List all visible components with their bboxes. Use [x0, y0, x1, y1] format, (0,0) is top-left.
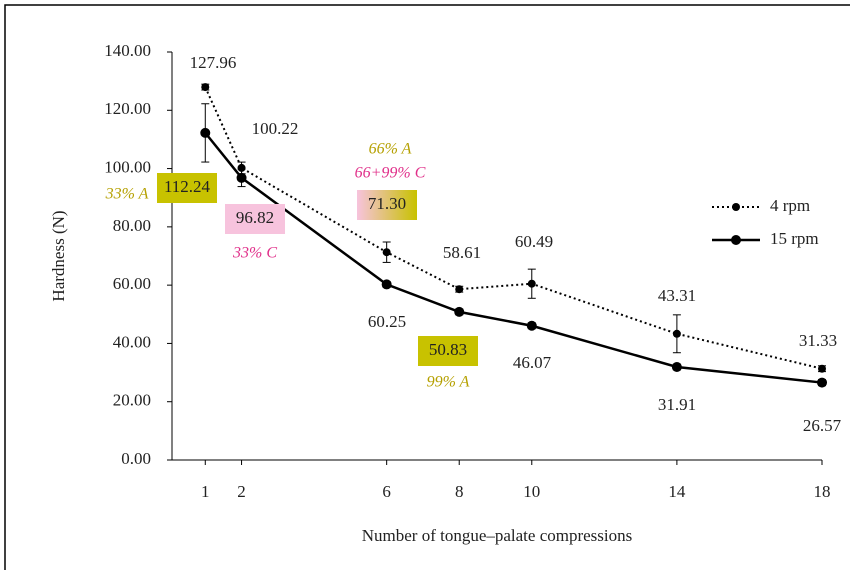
legend-marker [731, 235, 741, 245]
data-label: 31.91 [658, 395, 696, 414]
point [818, 364, 826, 373]
annotation: 33% A [105, 186, 149, 203]
label-highlight [357, 190, 417, 220]
point [817, 377, 827, 388]
y-tick-label: 140.00 [104, 41, 151, 60]
y-axis-title: Hardness (N) [49, 210, 68, 301]
x-tick-label: 14 [668, 482, 686, 501]
legend-label: 15 rpm [770, 229, 819, 248]
annotation: 99% A [427, 374, 470, 391]
y-tick-label: 20.00 [113, 391, 151, 410]
data-label: 112.24 [164, 177, 211, 196]
annotation: 66% A [369, 141, 412, 158]
point [381, 279, 392, 290]
point [454, 306, 465, 317]
y-tick-label: 40.00 [113, 332, 151, 351]
data-label: 46.07 [513, 353, 552, 372]
point [671, 362, 682, 373]
y-tick-label: 100.00 [104, 157, 151, 176]
data-label: 58.61 [443, 243, 481, 262]
data-label: 71.30 [368, 194, 406, 213]
series-line [204, 132, 823, 384]
data-label: 127.96 [190, 53, 237, 72]
point [201, 83, 210, 92]
x-axis-title: Number of tongue–palate compressions [362, 526, 633, 545]
data-label: 60.25 [368, 312, 406, 331]
label-highlight [225, 204, 285, 234]
y-tick-label: 80.00 [113, 216, 151, 235]
label-highlight [418, 336, 478, 366]
data-label: 26.57 [803, 416, 842, 435]
point [382, 248, 391, 257]
label-highlight [157, 173, 217, 203]
x-tick-label: 2 [237, 482, 246, 501]
point [200, 127, 211, 138]
point [236, 172, 247, 183]
point [527, 279, 536, 288]
point [455, 285, 464, 294]
data-label: 100.22 [252, 119, 299, 138]
y-tick-label: 120.00 [104, 99, 151, 118]
point [237, 163, 246, 172]
y-tick-label: 0.00 [121, 449, 151, 468]
legend-label: 4 rpm [770, 196, 810, 215]
legend-marker [732, 203, 740, 211]
data-label: 31.33 [799, 331, 837, 350]
x-tick-label: 10 [523, 482, 540, 501]
y-tick-label: 60.00 [113, 274, 151, 293]
data-label: 96.82 [236, 208, 274, 227]
data-label: 43.31 [658, 286, 696, 305]
x-tick-label: 8 [455, 482, 464, 501]
x-tick-label: 18 [814, 482, 831, 501]
annotation: 33% C [232, 245, 277, 262]
data-label: 60.49 [515, 232, 553, 251]
x-tick-label: 6 [382, 482, 391, 501]
x-tick-label: 1 [201, 482, 210, 501]
point [526, 320, 537, 331]
annotation: 66+99% C [355, 165, 426, 182]
point [672, 329, 681, 338]
frame [4, 4, 850, 570]
data-label: 50.83 [429, 340, 467, 359]
